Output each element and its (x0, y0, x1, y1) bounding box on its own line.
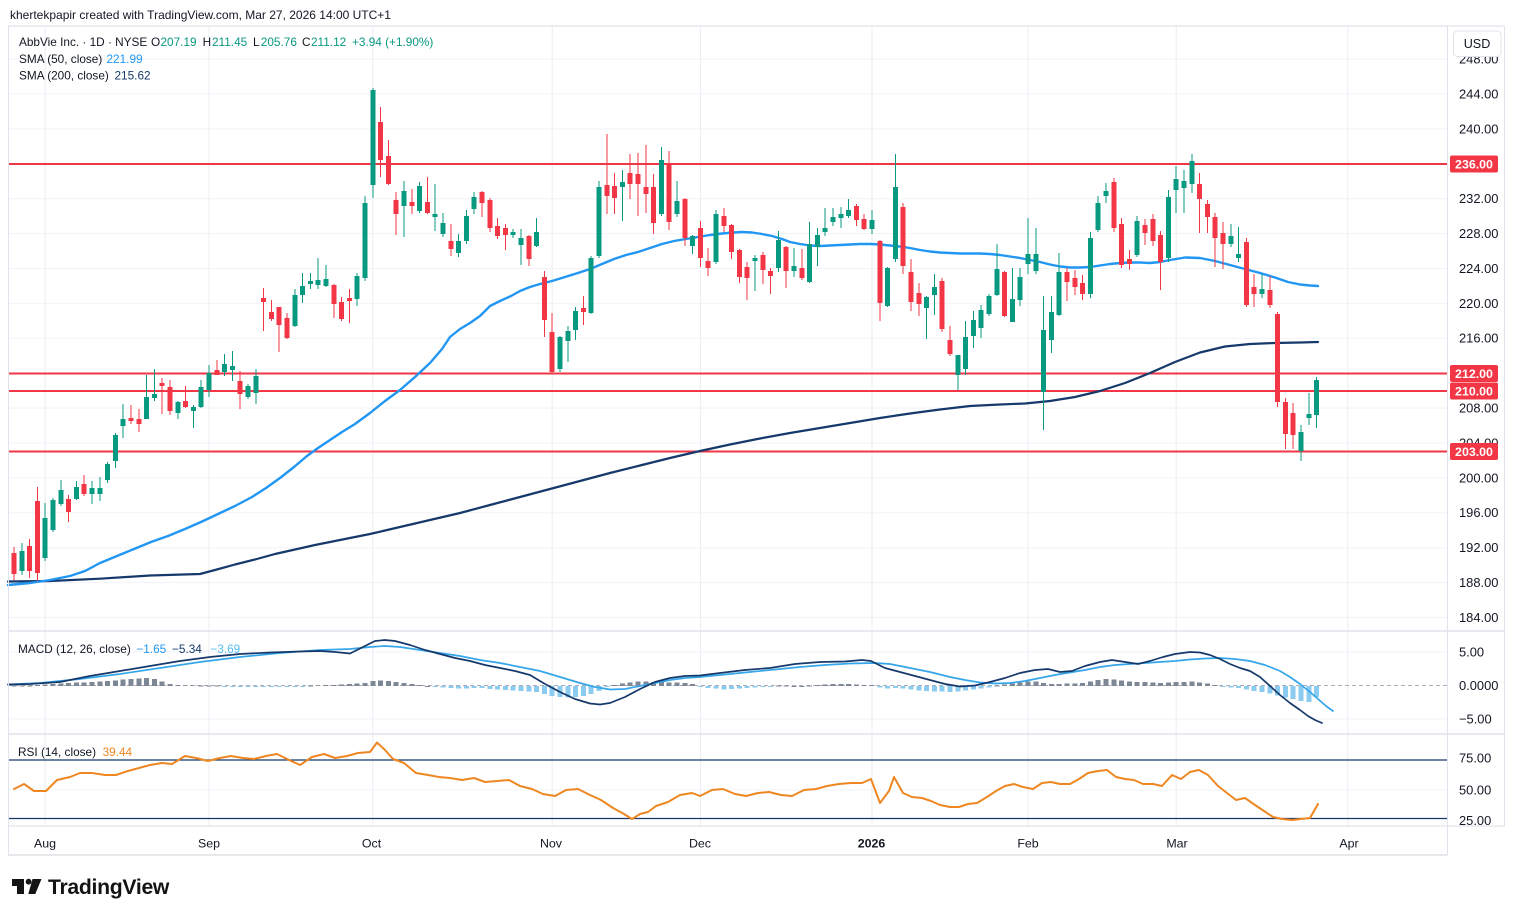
svg-text:Aug: Aug (34, 837, 56, 851)
svg-text:220.00: 220.00 (1459, 296, 1498, 311)
svg-text:khertekpapir created with Trad: khertekpapir created with TradingView.co… (10, 8, 391, 22)
svg-text:215.62: 215.62 (115, 69, 151, 83)
svg-text:Feb: Feb (1017, 837, 1038, 851)
svg-text:AbbVie Inc. · 1D · NYSE: AbbVie Inc. · 1D · NYSE (19, 35, 147, 49)
svg-text:RSI (14, close): RSI (14, close) (18, 745, 96, 759)
svg-text:L: L (253, 35, 260, 49)
svg-text:−5.34: −5.34 (172, 642, 202, 656)
svg-text:228.00: 228.00 (1459, 226, 1498, 241)
svg-text:240.00: 240.00 (1459, 121, 1498, 136)
svg-text:MACD (12, 26, close): MACD (12, 26, close) (18, 642, 131, 656)
svg-text:Oct: Oct (362, 837, 382, 851)
svg-text:USD: USD (1464, 37, 1491, 51)
svg-text:+3.94 (+1.90%): +3.94 (+1.90%) (352, 35, 433, 49)
svg-text:Nov: Nov (540, 837, 563, 851)
svg-text:208.00: 208.00 (1459, 401, 1498, 416)
svg-text:184.00: 184.00 (1459, 610, 1498, 625)
svg-text:232.00: 232.00 (1459, 191, 1498, 206)
svg-text:75.00: 75.00 (1459, 750, 1491, 765)
svg-text:50.00: 50.00 (1459, 782, 1491, 797)
svg-text:Sep: Sep (198, 837, 220, 851)
svg-text:207.19: 207.19 (161, 35, 197, 49)
svg-text:236.00: 236.00 (1455, 157, 1493, 171)
svg-text:5.00: 5.00 (1459, 644, 1484, 659)
svg-text:188.00: 188.00 (1459, 575, 1498, 590)
svg-text:221.99: 221.99 (107, 52, 143, 66)
svg-text:203.00: 203.00 (1455, 445, 1493, 459)
svg-text:2026: 2026 (858, 837, 886, 851)
svg-text:216.00: 216.00 (1459, 331, 1498, 346)
svg-text:−3.69: −3.69 (210, 642, 240, 656)
svg-text:25.00: 25.00 (1459, 813, 1491, 828)
svg-text:C: C (302, 35, 311, 49)
svg-text:244.00: 244.00 (1459, 86, 1498, 101)
svg-text:H: H (203, 35, 212, 49)
svg-text:39.44: 39.44 (103, 745, 133, 759)
svg-text:211.12: 211.12 (311, 35, 346, 49)
svg-text:212.00: 212.00 (1455, 367, 1493, 381)
svg-text:O: O (151, 35, 160, 49)
svg-text:211.45: 211.45 (212, 35, 248, 49)
svg-text:200.00: 200.00 (1459, 470, 1498, 485)
svg-text:Mar: Mar (1166, 837, 1187, 851)
svg-text:0.0000: 0.0000 (1459, 678, 1498, 693)
svg-text:−1.65: −1.65 (136, 642, 166, 656)
svg-text:−5.00: −5.00 (1459, 711, 1492, 726)
svg-text:TradingView: TradingView (48, 876, 170, 899)
svg-text:196.00: 196.00 (1459, 505, 1498, 520)
svg-text:224.00: 224.00 (1459, 261, 1498, 276)
svg-text:192.00: 192.00 (1459, 540, 1498, 555)
svg-text:Dec: Dec (689, 837, 711, 851)
svg-text:205.76: 205.76 (261, 35, 298, 49)
svg-text:210.00: 210.00 (1455, 384, 1493, 398)
svg-text:SMA (50, close): SMA (50, close) (19, 52, 102, 66)
svg-text:SMA (200, close): SMA (200, close) (19, 69, 109, 83)
svg-text:Apr: Apr (1339, 837, 1358, 851)
